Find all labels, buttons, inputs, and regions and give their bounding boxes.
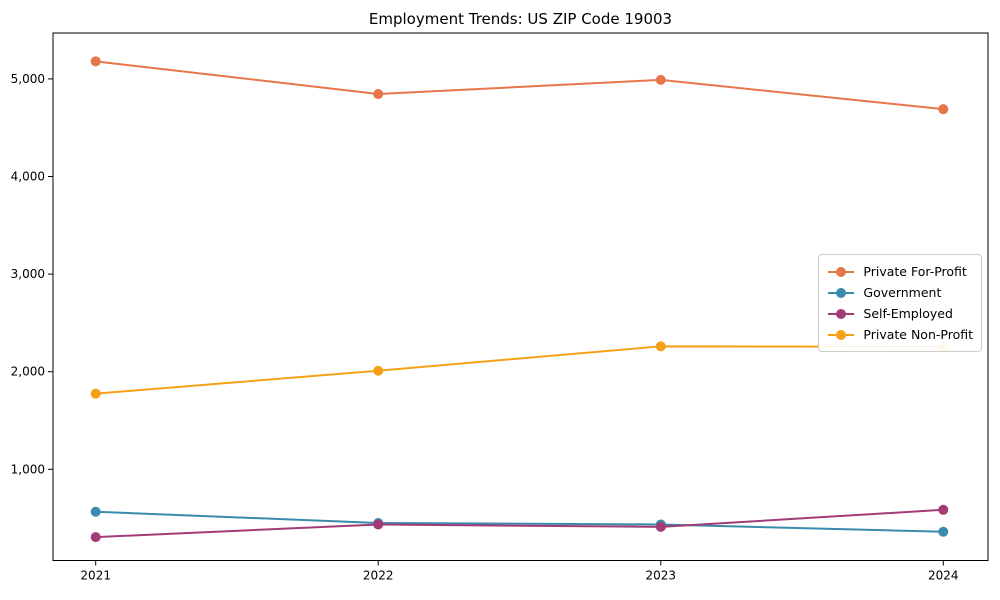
legend-item-government: Government bbox=[826, 282, 973, 303]
x-tick-label: 2022 bbox=[363, 569, 394, 583]
series-line-government bbox=[94, 510, 945, 533]
legend-label: Self-Employed bbox=[863, 306, 953, 321]
y-tick-label: 3,000 bbox=[11, 267, 45, 281]
data-point-private-for-profit bbox=[938, 104, 949, 115]
x-tick-label: 2021 bbox=[80, 569, 111, 583]
chart-title: Employment Trends: US ZIP Code 19003 bbox=[368, 10, 673, 28]
x-tick-label: 2023 bbox=[646, 569, 677, 583]
data-point-private-for-profit bbox=[90, 56, 101, 67]
y-tick-label: 2,000 bbox=[11, 365, 45, 379]
data-point-self-employed bbox=[938, 504, 949, 515]
legend-label: Private Non-Profit bbox=[863, 327, 973, 342]
data-point-government bbox=[90, 506, 101, 517]
data-point-self-employed bbox=[90, 532, 101, 543]
x-tick-label: 2024 bbox=[928, 569, 959, 583]
axes-spines bbox=[52, 32, 989, 561]
legend-item-self-employed: Self-Employed bbox=[826, 303, 973, 324]
y-tick-label: 4,000 bbox=[11, 170, 45, 184]
data-point-private-non-profit bbox=[655, 341, 666, 352]
legend-label: Private For-Profit bbox=[863, 264, 967, 279]
y-tick-label: 5,000 bbox=[11, 72, 45, 86]
data-point-government bbox=[938, 526, 949, 537]
legend-line-marker-icon bbox=[828, 287, 855, 298]
data-point-private-non-profit bbox=[373, 365, 384, 376]
legend-item-private-non-profit: Private Non-Profit bbox=[826, 324, 973, 345]
data-point-self-employed bbox=[373, 519, 384, 530]
legend-line-marker-icon bbox=[828, 266, 855, 277]
data-point-private-non-profit bbox=[90, 388, 101, 399]
data-point-self-employed bbox=[655, 521, 666, 532]
legend-line-marker-icon bbox=[828, 329, 855, 340]
series-line-private-for-profit bbox=[94, 60, 945, 111]
y-tick-label: 1,000 bbox=[11, 462, 45, 476]
legend-item-private-for-profit: Private For-Profit bbox=[826, 261, 973, 282]
legend-line-marker-icon bbox=[828, 308, 855, 319]
legend: Private For-Profit Government Self-Emplo… bbox=[818, 254, 982, 352]
series-line-self-employed bbox=[94, 508, 945, 539]
data-point-private-for-profit bbox=[655, 74, 666, 85]
series-line-private-non-profit bbox=[94, 345, 945, 395]
data-point-private-for-profit bbox=[373, 89, 384, 100]
legend-label: Government bbox=[863, 285, 942, 300]
